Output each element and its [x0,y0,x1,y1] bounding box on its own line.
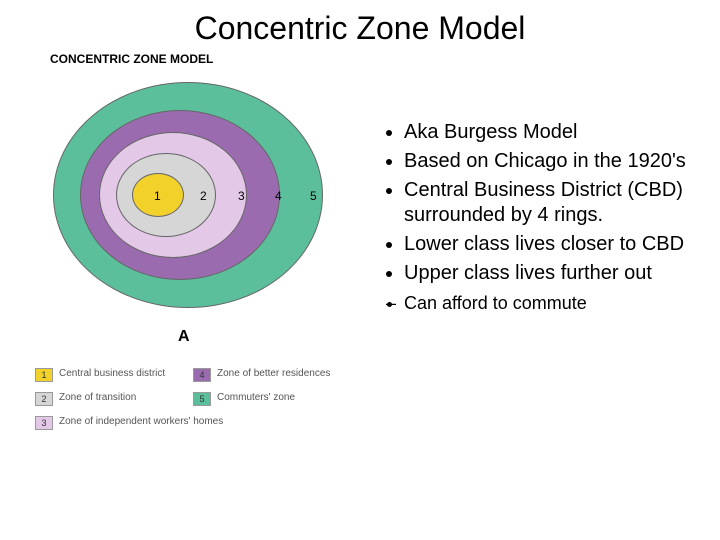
diagram-subtitle: CONCENTRIC ZONE MODEL [50,52,213,66]
bullet-1: Based on Chicago in the 1920's [404,149,700,174]
legend-swatch-2: 2 [35,392,53,406]
bullet-list: Aka Burgess Model Based on Chicago in the… [380,120,700,319]
ring-label-2: 2 [200,189,207,203]
bullet-2: Central Business District (CBD) surround… [404,178,700,228]
legend-label-5: Commuters' zone [217,392,353,404]
page-title: Concentric Zone Model [0,0,720,53]
legend-swatch-3: 3 [35,416,53,430]
bullet-4: Upper class lives further out [404,261,700,286]
bullet-0: Aka Burgess Model [404,120,700,145]
legend-label-2: Zone of transition [59,392,185,404]
legend-item-4: 4 Zone of better residences [193,368,353,382]
legend-swatch-1: 1 [35,368,53,382]
concentric-diagram: 54321 A [50,80,350,330]
ring-label-3: 3 [238,189,245,203]
ring-label-1: 1 [154,189,161,203]
legend-label-1: Central business district [59,368,185,380]
legend-label-4: Zone of better residences [217,368,353,380]
legend-item-3: 3 Zone of independent workers' homes [35,416,353,430]
legend-swatch-5: 5 [193,392,211,406]
legend-item-5: 5 Commuters' zone [193,392,353,406]
legend-item-1: 1 Central business district [35,368,185,382]
ring-label-4: 4 [275,189,282,203]
panel-letter: A [178,328,190,346]
legend-label-3: Zone of independent workers' homes [59,416,353,428]
legend-item-2: 2 Zone of transition [35,392,185,406]
legend-swatch-4: 4 [193,368,211,382]
legend: 1 Central business district 4 Zone of bette… [35,368,355,430]
ring-label-5: 5 [310,189,317,203]
sub-bullet-0: Can afford to commute [404,292,700,315]
bullet-3: Lower class lives closer to CBD [404,232,700,257]
